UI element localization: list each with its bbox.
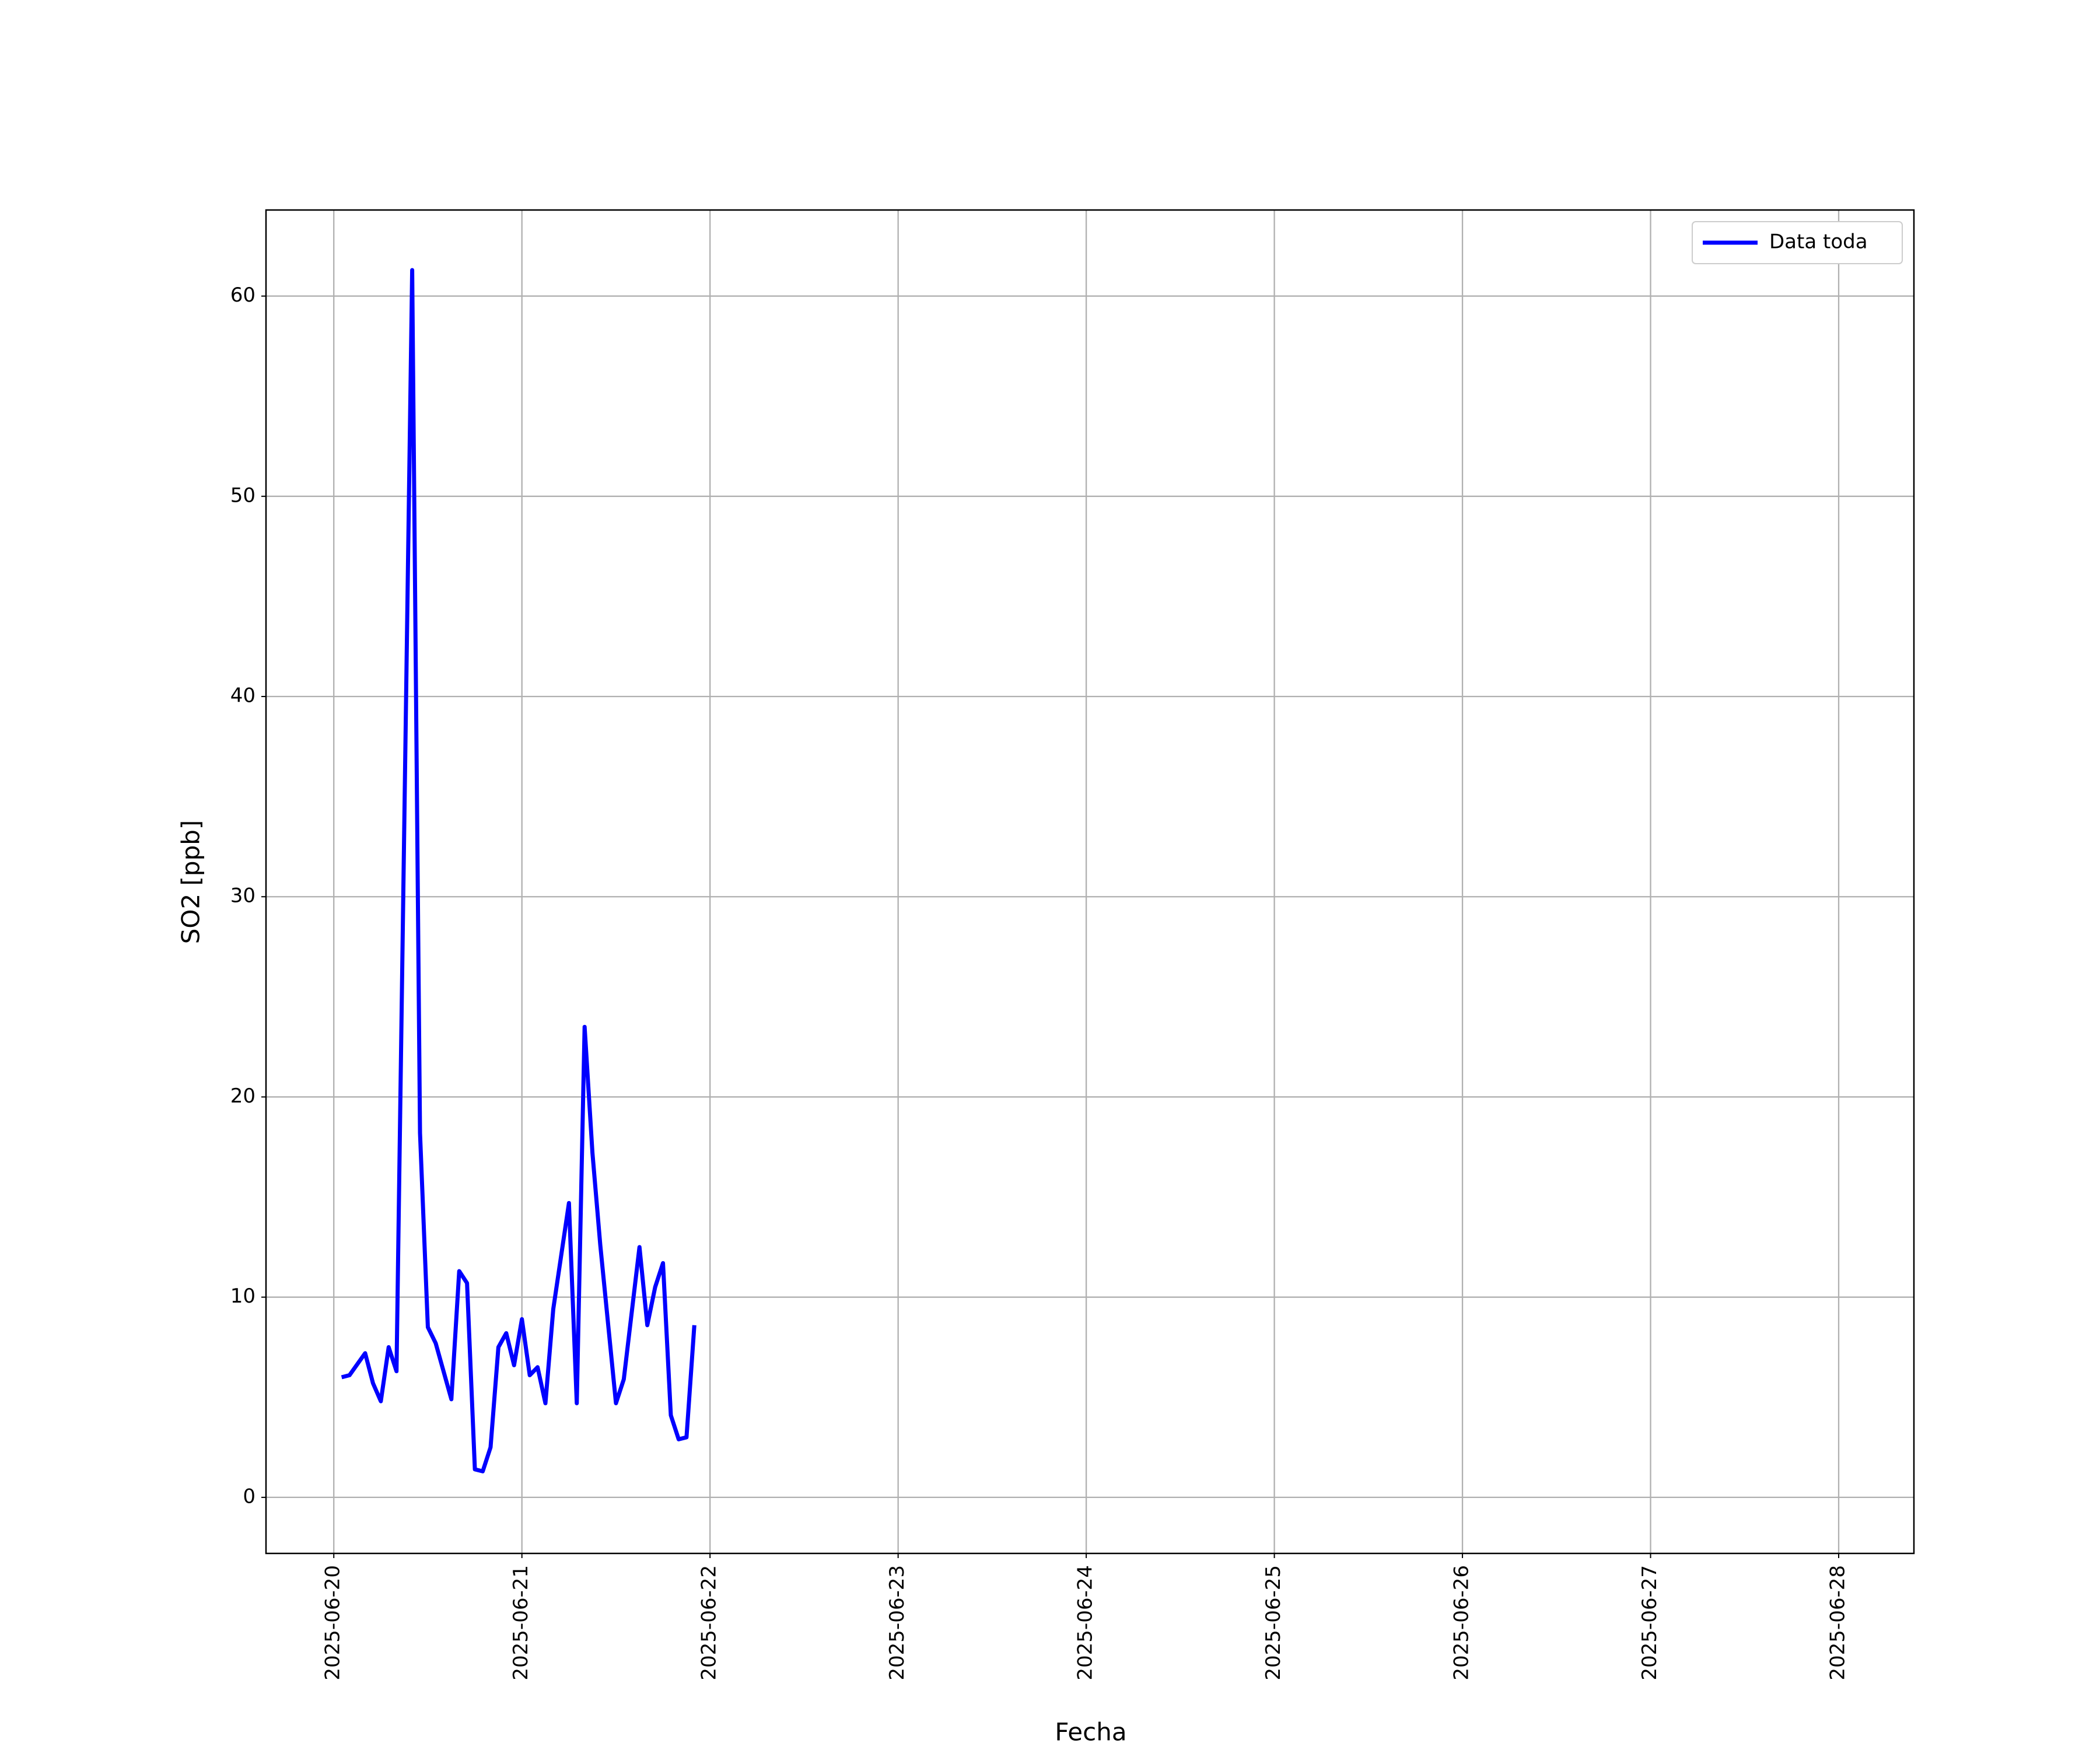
data-line xyxy=(341,268,696,1474)
x-axis-label: Fecha xyxy=(1055,1718,1126,1746)
legend-label: Data toda xyxy=(1769,230,1868,254)
y-tick-label: 20 xyxy=(230,1084,256,1108)
x-tick-label: 2025-06-25 xyxy=(1262,1565,1285,1681)
x-tick-label: 2025-06-23 xyxy=(886,1565,909,1681)
x-tick-label: 2025-06-22 xyxy=(698,1565,721,1681)
y-tick-label: 30 xyxy=(230,884,256,908)
x-tick-label: 2025-06-20 xyxy=(321,1565,345,1681)
x-tick-label: 2025-06-24 xyxy=(1074,1565,1097,1681)
legend-box xyxy=(1692,221,1903,264)
y-tick-label: 60 xyxy=(230,284,256,307)
y-axis-label: SO2 [ppb] xyxy=(177,820,205,944)
x-tick-label: 2025-06-26 xyxy=(1450,1565,1474,1681)
y-tick-label: 40 xyxy=(230,684,256,708)
legend: Data toda xyxy=(1692,221,1903,264)
x-tick-label: 2025-06-21 xyxy=(509,1565,533,1681)
x-tick-label: 2025-06-27 xyxy=(1638,1565,1661,1681)
plot-frame xyxy=(265,209,1915,1555)
y-tick-label: 0 xyxy=(243,1485,256,1508)
y-tick-label: 10 xyxy=(230,1284,256,1308)
x-tick-label: 2025-06-28 xyxy=(1826,1565,1850,1681)
y-tick-label: 50 xyxy=(230,484,256,507)
